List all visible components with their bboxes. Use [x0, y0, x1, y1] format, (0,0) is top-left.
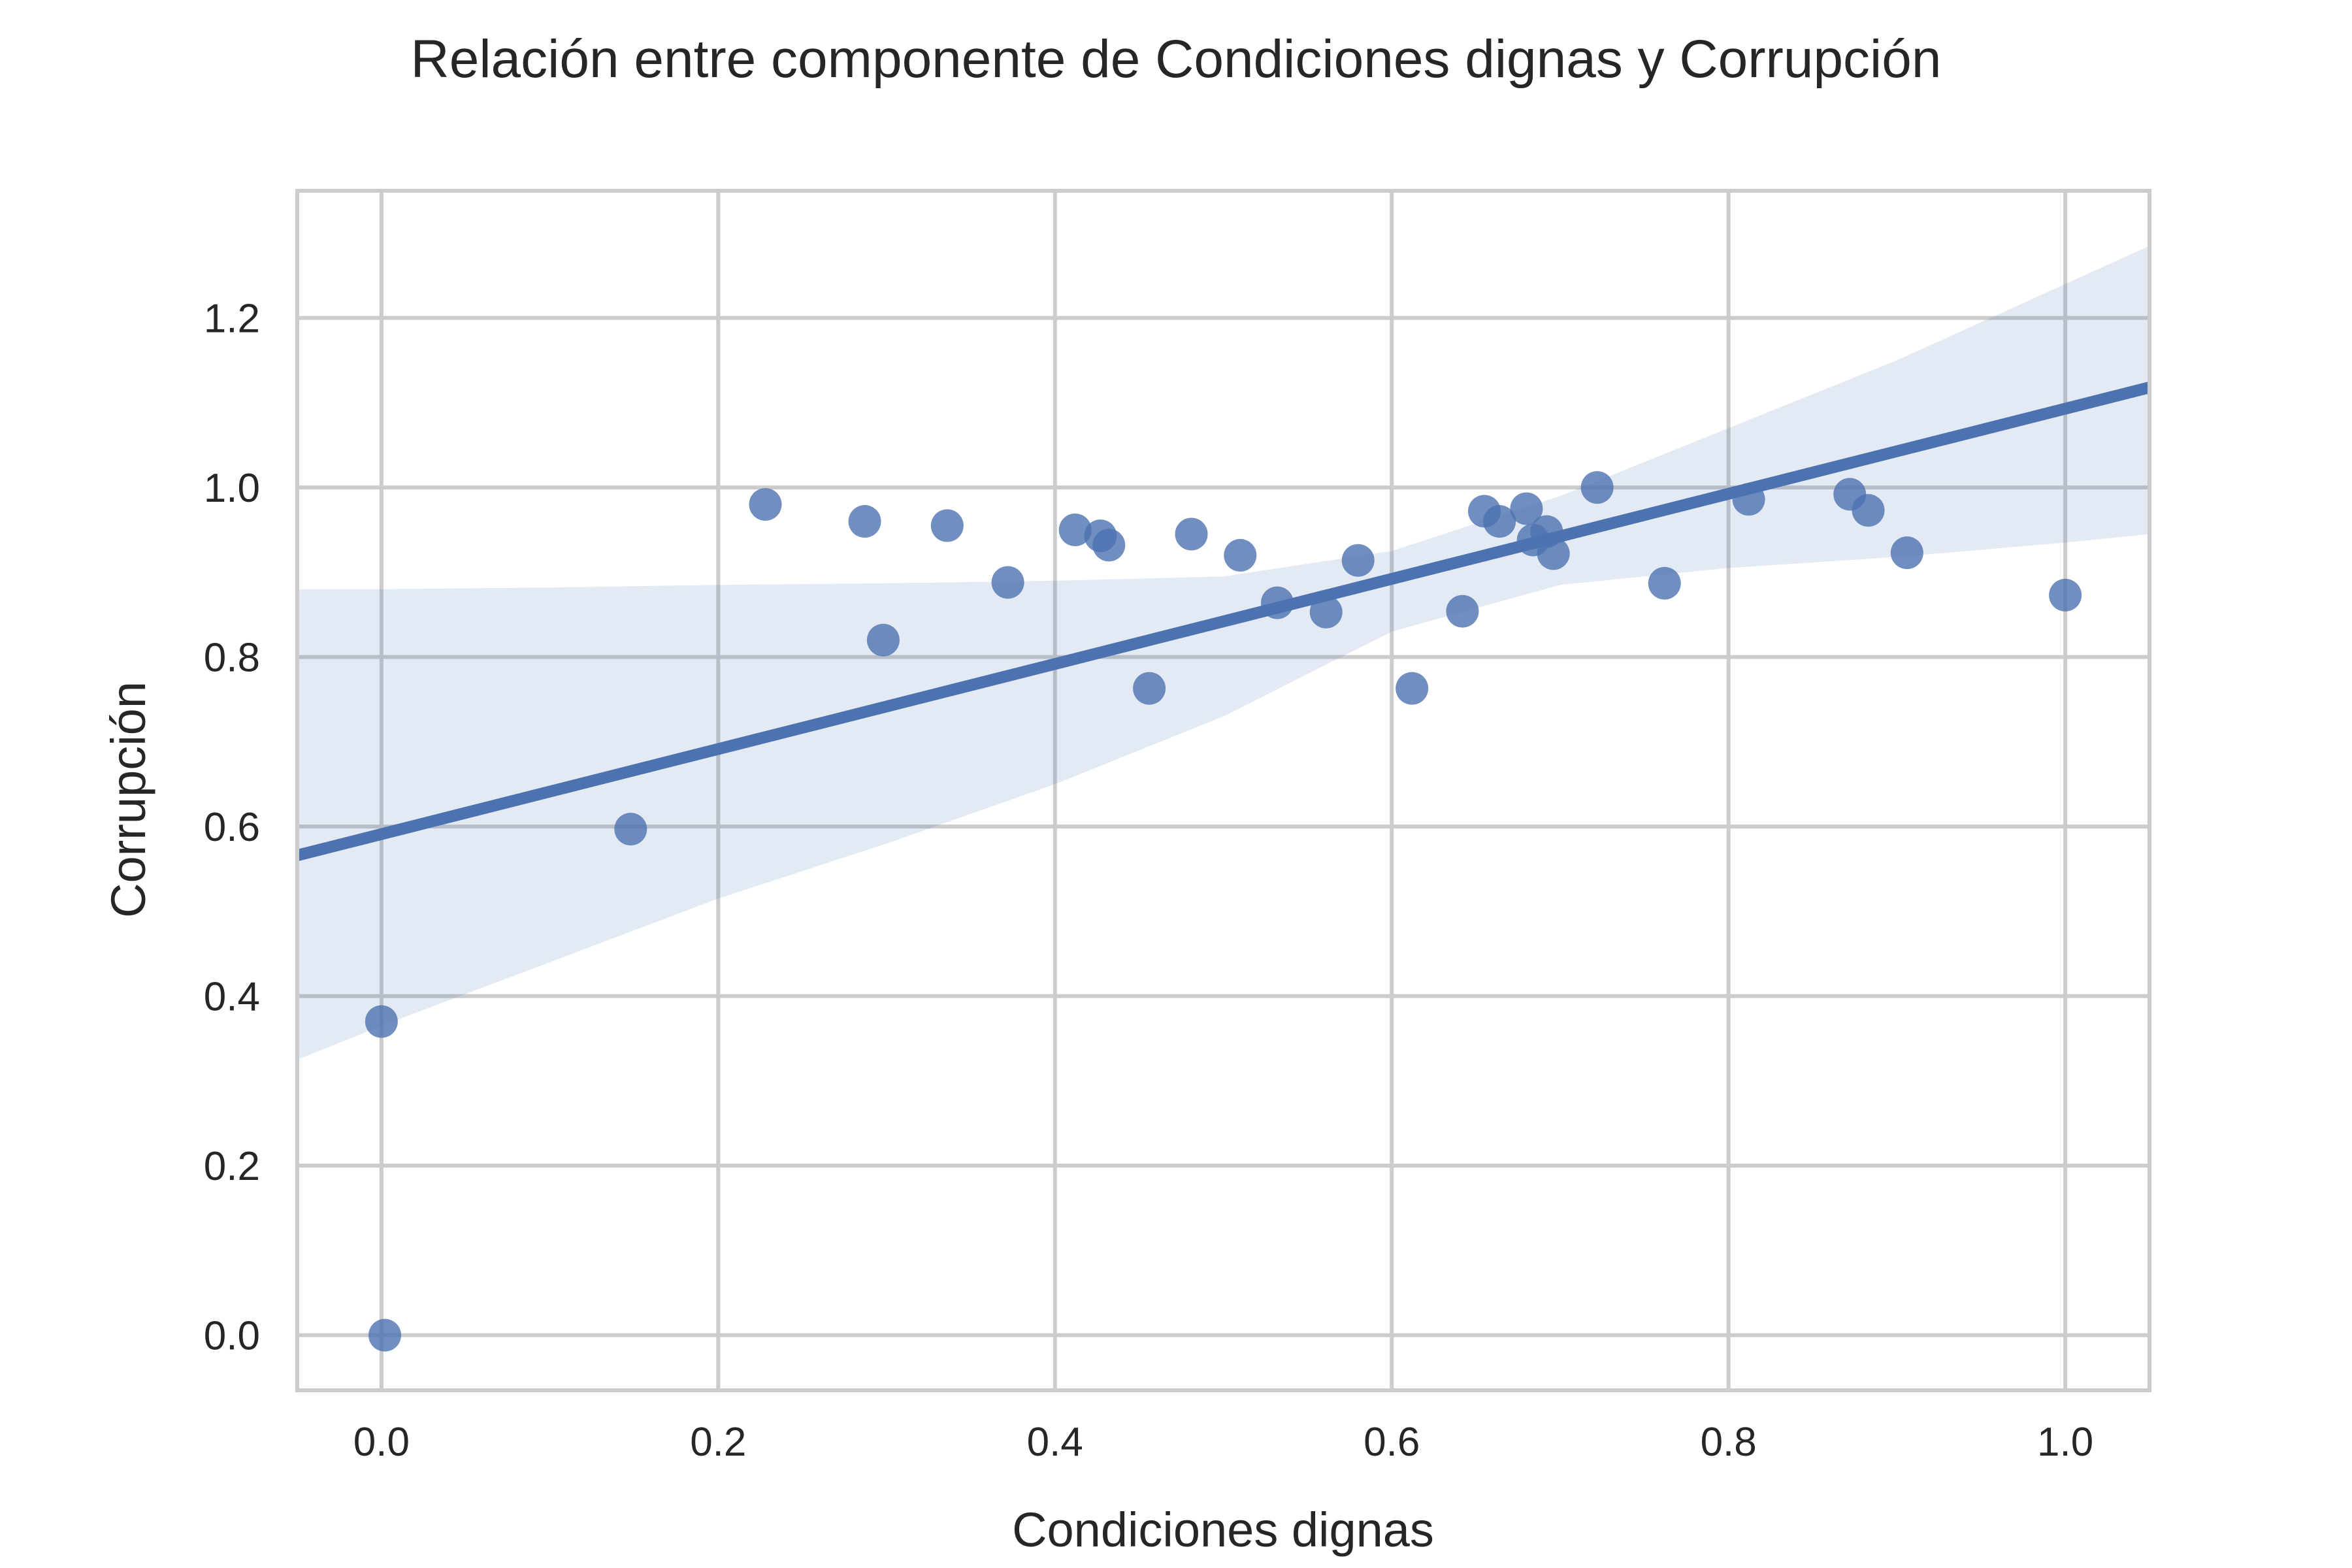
- scatter-points: [365, 471, 2082, 1352]
- scatter-point: [1175, 517, 1208, 551]
- scatter-point: [365, 1005, 398, 1038]
- scatter-point: [1309, 595, 1343, 629]
- scatter-point: [1133, 672, 1166, 705]
- scatter-point: [1732, 483, 1765, 516]
- x-tick-label: 1.0: [2037, 1420, 2093, 1465]
- plot-frame: [295, 189, 2151, 1392]
- x-tick-label: 0.0: [353, 1420, 410, 1465]
- scatter-point: [1341, 544, 1375, 577]
- scatter-point: [1058, 514, 1092, 547]
- x-tick-label: 0.6: [1364, 1420, 1420, 1465]
- axes-frame: [295, 189, 2151, 1392]
- scatter-point: [930, 509, 964, 542]
- confidence-band: [297, 246, 2149, 1060]
- scatter-point: [991, 566, 1024, 599]
- scatter-point: [749, 488, 782, 521]
- chart-title: Relación entre componente de Condiciones…: [411, 29, 1942, 89]
- scatter-point: [1852, 494, 1885, 527]
- scatter-point: [1483, 505, 1516, 538]
- y-tick-label: 0.6: [204, 805, 260, 850]
- scatter-point: [2049, 578, 2082, 612]
- scatter-point: [1224, 538, 1257, 572]
- y-tick-label: 0.4: [204, 975, 260, 1020]
- scatter-point: [1890, 536, 1923, 570]
- y-tick-label: 1.2: [204, 297, 260, 342]
- y-tick-label: 1.0: [204, 466, 260, 511]
- y-tick-label: 0.0: [204, 1314, 260, 1359]
- scatter-point: [1537, 537, 1570, 570]
- grid: [297, 191, 2149, 1390]
- scatter-point: [1396, 672, 1429, 705]
- y-tick-label: 0.2: [204, 1144, 260, 1189]
- scatter-point: [368, 1318, 402, 1352]
- scatter-point: [1092, 529, 1126, 562]
- regression-line-layer: [295, 382, 2151, 861]
- x-tick-label: 0.8: [1701, 1420, 1757, 1465]
- y-tick-label: 0.8: [204, 636, 260, 681]
- scatter-point: [1648, 566, 1681, 600]
- scatter-point: [848, 505, 881, 538]
- scatter-point: [1580, 471, 1614, 504]
- regression-line: [295, 382, 2151, 861]
- scatter-point: [1260, 586, 1294, 619]
- x-tick-label: 0.4: [1027, 1420, 1083, 1465]
- confidence-band-layer: [297, 246, 2149, 1060]
- y-axis-title: Corrupción: [101, 681, 155, 918]
- scatter-point: [1446, 595, 1479, 628]
- scatter-point: [614, 813, 647, 846]
- x-axis-title: Condiciones dignas: [1012, 1503, 1434, 1557]
- scatter-point: [866, 623, 900, 657]
- x-tick-label: 0.2: [690, 1420, 746, 1465]
- scatter-point: [1510, 492, 1543, 525]
- tick-labels: 0.0 0.2 0.4 0.6 0.8 1.0 0.0 0.2 0.4 0.6 0.8 1.0 1.2: [204, 297, 2093, 1465]
